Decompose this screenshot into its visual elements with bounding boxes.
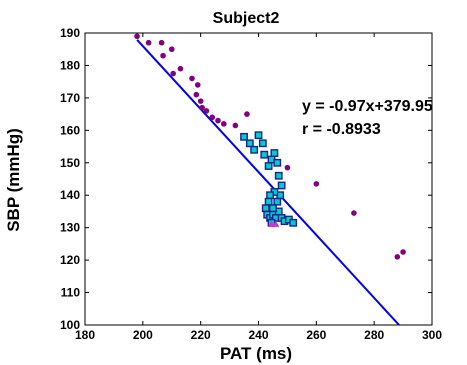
data-point-square: [240, 132, 248, 141]
y-tick-label: 130: [60, 221, 80, 235]
data-point-square: [264, 162, 273, 170]
data-point-square: [277, 181, 286, 190]
data-point-circle: [313, 181, 320, 187]
data-point-square: [250, 145, 259, 154]
y-tick-label: 150: [60, 156, 80, 170]
data-point-square: [274, 171, 283, 180]
data-point-square: [289, 218, 298, 227]
correlation-coefficient: r = -0.8933: [302, 121, 381, 138]
plot-marks: [134, 33, 406, 326]
y-axis: 100 110 120 130 140 150 160 170 180 190: [60, 26, 432, 332]
chart-title: Subject2: [213, 10, 280, 27]
data-point-circle: [160, 52, 166, 59]
data-point-circle: [134, 33, 140, 40]
data-point-circle: [244, 111, 250, 117]
data-point-circle: [209, 114, 216, 121]
data-point-circle: [221, 121, 227, 127]
x-axis-label: PAT (ms): [220, 344, 292, 363]
plot-area: [84, 32, 433, 326]
data-point-square: [258, 139, 267, 148]
data-point-square: [266, 191, 274, 200]
data-point-square: [264, 197, 273, 206]
y-tick-label: 170: [60, 91, 80, 105]
x-tick-label: 300: [422, 328, 442, 342]
data-point-circle: [197, 98, 204, 104]
data-point-square: [269, 204, 277, 213]
data-point-circle: [232, 122, 239, 129]
x-tick-label: 180: [75, 328, 95, 342]
data-point-circle: [193, 91, 200, 98]
data-point-square: [270, 149, 279, 157]
data-point-circle: [400, 249, 406, 255]
x-axis: 180 200 220 240 260 280 300: [75, 33, 442, 342]
data-point-circle: [215, 117, 221, 124]
y-tick-label: 190: [60, 26, 80, 40]
y-tick-label: 100: [60, 318, 80, 332]
data-point-square: [273, 158, 282, 167]
data-point-circle: [158, 39, 165, 46]
data-point-square: [260, 150, 269, 159]
y-tick-label: 140: [60, 188, 80, 202]
data-point-triangle: [272, 220, 280, 227]
x-tick-label: 260: [306, 328, 326, 342]
x-tick-label: 240: [248, 328, 268, 342]
data-point-circle: [203, 108, 210, 114]
data-point-circle: [284, 164, 291, 171]
fit-equation: y = -0.97x+379.95: [302, 98, 433, 115]
data-point-circle: [168, 46, 175, 53]
data-point-circle: [194, 82, 201, 88]
data-point-circle: [145, 39, 152, 46]
x-tick-label: 200: [133, 328, 153, 342]
y-tick-label: 120: [60, 253, 80, 267]
data-point-square: [245, 139, 254, 148]
data-point-circle: [170, 70, 176, 77]
data-point-square: [254, 131, 263, 140]
y-axis-label: SBP (mmHg): [4, 128, 23, 232]
fit-line: [136, 39, 400, 326]
x-tick-label: 280: [364, 328, 384, 342]
y-tick-label: 180: [60, 58, 80, 72]
y-tick-label: 160: [60, 123, 80, 137]
data-point-circle: [189, 75, 195, 82]
data-point-circle: [199, 104, 205, 111]
data-point-square: [273, 197, 282, 206]
x-tick-label: 220: [191, 328, 211, 342]
data-point-circle: [394, 254, 401, 260]
data-point-circle: [351, 210, 357, 216]
data-point-square: [261, 204, 270, 213]
y-tick-label: 110: [61, 286, 81, 300]
data-point-circle: [177, 65, 184, 72]
